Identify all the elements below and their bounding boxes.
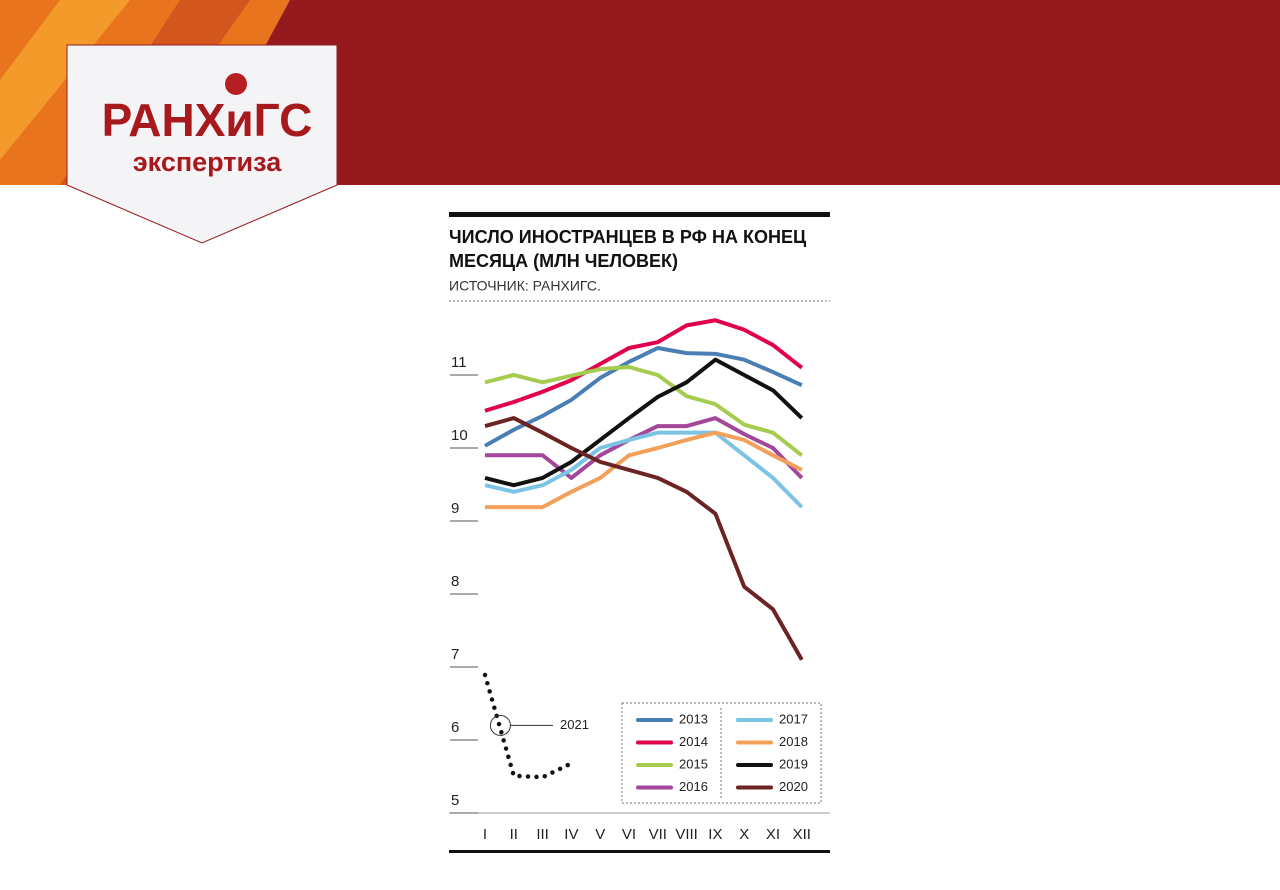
x-tick-label: X <box>739 826 749 843</box>
chart-title: ЧИСЛО ИНОСТРАНЦЕВ В РФ НА КОНЕЦ МЕСЯЦА (М… <box>449 227 807 271</box>
legend-label: 2017 <box>779 711 808 726</box>
legend-label: 2016 <box>679 779 708 794</box>
x-tick-label: VII <box>649 826 667 843</box>
annotation-label: 2021 <box>560 717 589 732</box>
logo-title: РАНХиГС <box>102 94 313 146</box>
x-tick-label: XII <box>793 826 811 843</box>
legend-label: 2013 <box>679 711 708 726</box>
x-tick-label: XI <box>766 826 780 843</box>
legend-label: 2020 <box>779 779 808 794</box>
chart-subtitle: ИСТОЧНИК: РАНХИГС. <box>449 278 601 294</box>
stripe <box>0 0 130 160</box>
legend-label: 2019 <box>779 756 808 771</box>
y-tick-label: 5 <box>451 792 459 809</box>
logo-subtitle: экспертиза <box>133 147 282 177</box>
y-tick-label: 8 <box>451 573 459 590</box>
series-line <box>484 364 804 457</box>
bottom-rule <box>449 850 830 853</box>
x-tick-label: V <box>595 826 605 843</box>
series-line <box>485 430 803 510</box>
x-tick-label: IV <box>564 826 578 843</box>
series-line <box>485 416 804 480</box>
top-rule <box>449 212 830 217</box>
x-tick-label: III <box>536 826 549 843</box>
x-tick-label: IX <box>708 826 722 843</box>
series-line <box>484 416 804 661</box>
y-tick-label: 6 <box>451 719 459 736</box>
series-line <box>484 318 804 413</box>
x-tick-label: II <box>510 826 518 843</box>
series-line <box>482 672 574 780</box>
series-line <box>484 430 804 509</box>
x-tick-label: VI <box>622 826 636 843</box>
legend-label: 2014 <box>679 734 708 749</box>
series-line <box>484 357 804 488</box>
emblem <box>225 73 247 95</box>
legend-label: 2018 <box>779 734 808 749</box>
series-line <box>484 345 803 448</box>
y-tick-label: 7 <box>451 646 459 663</box>
y-tick-label: 10 <box>451 427 468 444</box>
logo-card <box>66 44 338 244</box>
x-tick-label: VIII <box>675 826 698 843</box>
x-tick-label: I <box>483 826 487 843</box>
legend-label: 2015 <box>679 756 708 771</box>
y-tick-label: 11 <box>451 354 467 371</box>
y-tick-label: 9 <box>451 500 459 517</box>
